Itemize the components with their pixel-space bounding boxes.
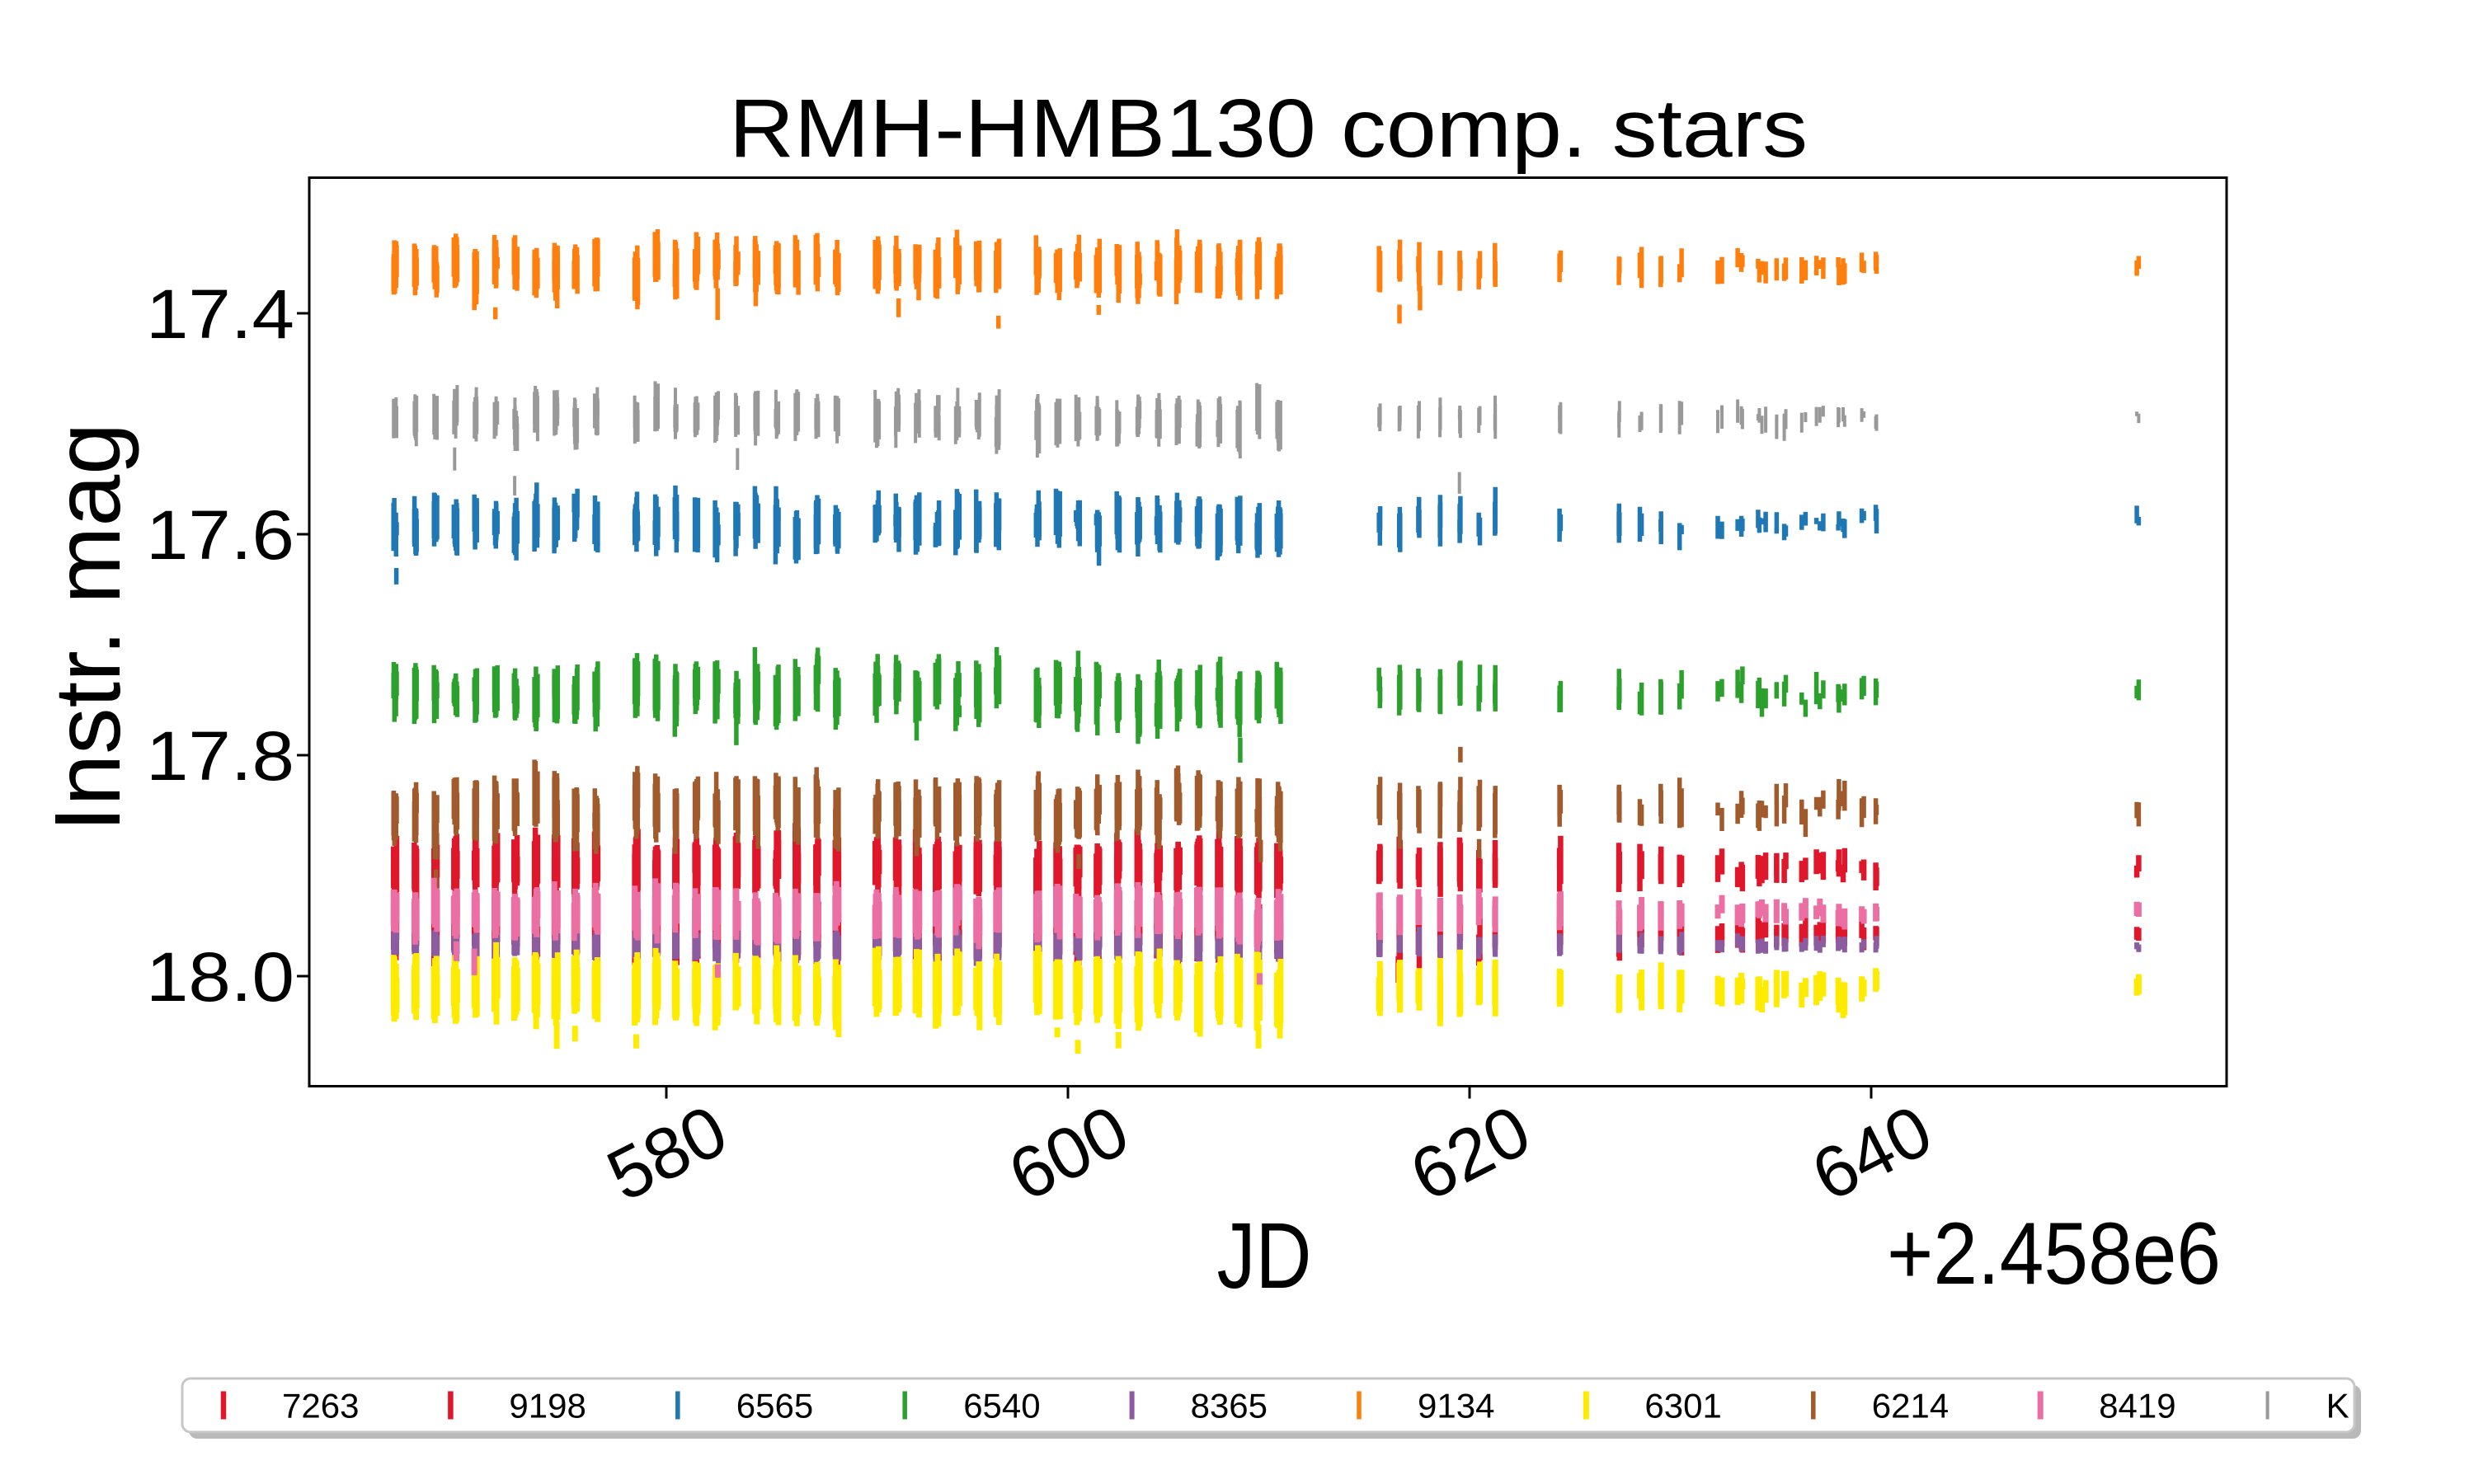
svg-text:Instr. mag: Instr. mag — [35, 423, 139, 832]
svg-text:18.0: 18.0 — [146, 938, 294, 1016]
svg-text:6301: 6301 — [1644, 1387, 1721, 1425]
svg-text:17.6: 17.6 — [146, 496, 294, 574]
svg-text:8365: 8365 — [1191, 1387, 1268, 1425]
svg-text:K: K — [2326, 1387, 2349, 1425]
svg-text:6565: 6565 — [736, 1387, 813, 1425]
svg-text:7263: 7263 — [282, 1387, 359, 1425]
svg-text:JD: JD — [1217, 1204, 1312, 1308]
svg-text:9134: 9134 — [1418, 1387, 1494, 1425]
svg-text:RMH-HMB130 comp. stars: RMH-HMB130 comp. stars — [729, 82, 1808, 175]
svg-text:17.8: 17.8 — [146, 717, 294, 795]
svg-text:8419: 8419 — [2099, 1387, 2175, 1425]
svg-text:6540: 6540 — [963, 1387, 1040, 1425]
svg-text:6214: 6214 — [1872, 1387, 1949, 1425]
svg-text:+2.458e6: +2.458e6 — [1887, 1204, 2221, 1303]
svg-text:17.4: 17.4 — [146, 275, 294, 353]
svg-text:9198: 9198 — [509, 1387, 586, 1425]
